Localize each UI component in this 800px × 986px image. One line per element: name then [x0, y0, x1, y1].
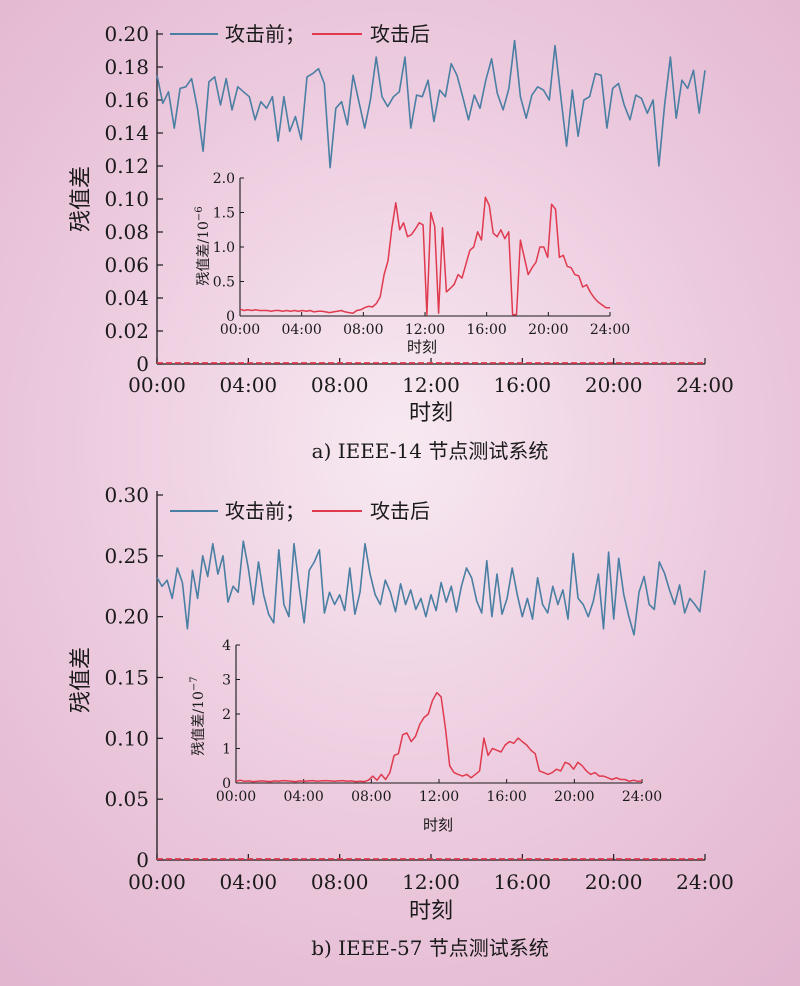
x-tick-label: 04:00 [220, 870, 278, 894]
inset-x-tick-label: 08:00 [351, 789, 391, 805]
inset-x-tick-label: 12:00 [405, 322, 445, 338]
legend-label-before: 攻击前； [225, 499, 305, 523]
inset-x-axis-label: 时刻 [407, 338, 437, 356]
inset-y-tick-label: 0 [222, 776, 231, 792]
legend: 攻击前； 攻击后 [170, 22, 430, 46]
x-tick-label: 08:00 [311, 373, 369, 397]
x-tick-label: 08:00 [311, 870, 369, 894]
inset-y-axis-label-exponent: −7 [189, 676, 200, 691]
chart-caption: a) IEEE-14 节点测试系统 [312, 439, 549, 463]
y-tick-label: 0.12 [104, 154, 149, 178]
y-tick-label: 0.16 [104, 88, 149, 112]
x-tick-label: 00:00 [128, 373, 186, 397]
y-tick-label: 0.06 [104, 253, 149, 277]
x-tick-label: 00:00 [128, 870, 186, 894]
y-tick-label: 0.18 [104, 55, 149, 79]
inset-chart: 0 0.5 1.0 1.5 2.0 00:00 04:00 08:00 12:00 16:00 20… [194, 171, 630, 356]
y-tick-label: 0 [136, 352, 149, 376]
y-tick-label: 0.08 [104, 220, 149, 244]
inset-x-tick-label: 16:00 [486, 789, 526, 805]
inset-y-tick-label: 1.0 [213, 240, 235, 256]
inset-chart: 0 1 2 3 4 00:00 04:00 08:00 12:00 16:00 20:00 24:00… [189, 638, 662, 834]
legend-label-before: 攻击前； [225, 22, 305, 46]
inset-x-tick-label: 00:00 [216, 789, 256, 805]
chart-ieee57: 0 0.05 0.10 0.15 0.20 0.25 0.30 00:00 04:00 08:00… [69, 483, 734, 960]
y-tick-label: 0.20 [104, 22, 149, 46]
y-tick-label: 0.30 [104, 483, 149, 507]
x-axis-label: 时刻 [409, 899, 453, 924]
inset-x-tick-label: 24:00 [622, 789, 662, 805]
series-before-attack-line [156, 540, 706, 636]
inset-y-tick-label: 0 [226, 309, 235, 325]
y-tick-label: 0 [136, 848, 149, 872]
x-tick-label: 12:00 [402, 870, 460, 894]
inset-x-tick-label: 12:00 [419, 789, 459, 805]
inset-y-axis-label-exponent: −6 [194, 206, 205, 221]
x-tick-label: 16:00 [494, 373, 552, 397]
legend-label-after: 攻击后 [370, 499, 430, 523]
inset-y-tick-label: 2.0 [213, 171, 235, 187]
x-tick-label: 16:00 [494, 870, 552, 894]
x-tick-label: 04:00 [220, 373, 278, 397]
inset-x-tick-label: 04:00 [281, 322, 321, 338]
inset-y-tick-label: 4 [222, 638, 231, 654]
y-tick-label: 0.25 [104, 544, 149, 568]
y-tick-label: 0.05 [104, 787, 149, 811]
legend: 攻击前； 攻击后 [170, 499, 430, 523]
x-tick-label: 24:00 [676, 870, 734, 894]
chart-ieee14: 0 0.02 0.04 0.06 0.08 0.10 0.12 0.14 0.16 0.18 0.2… [69, 22, 734, 463]
inset-y-tick-label: 1 [222, 742, 231, 758]
y-axis-label: 残值差 [69, 166, 94, 232]
inset-y-tick-label: 0.5 [213, 275, 235, 291]
chart-caption: b) IEEE-57 节点测试系统 [311, 936, 549, 960]
legend-label-after: 攻击后 [370, 22, 430, 46]
y-tick-label: 0.10 [104, 726, 149, 750]
x-axis-label: 时刻 [409, 401, 453, 426]
inset-y-tick-label: 3 [222, 673, 231, 689]
y-tick-label: 0.04 [104, 286, 149, 310]
inset-x-tick-label: 16:00 [466, 322, 506, 338]
inset-x-tick-label: 20:00 [554, 789, 594, 805]
y-tick-label: 0.20 [104, 605, 149, 629]
inset-x-tick-label: 04:00 [283, 789, 323, 805]
inset-y-axis-label: 残值差/10−7 [189, 676, 207, 755]
inset-y-tick-label: 2 [222, 707, 231, 723]
inset-y-tick-label: 1.5 [213, 206, 235, 222]
inset-y-axis-label-text: 残值差/10 [196, 221, 212, 286]
x-tick-label: 20:00 [585, 870, 643, 894]
y-tick-label: 0.14 [104, 121, 149, 145]
x-tick-label: 12:00 [402, 373, 460, 397]
inset-x-axis-label: 时刻 [423, 816, 453, 834]
x-tick-label: 24:00 [676, 373, 734, 397]
series-before-attack-line [156, 39, 706, 169]
inset-series-after-attack-line [239, 196, 610, 316]
inset-x-tick-label: 08:00 [343, 322, 383, 338]
x-tick-label: 20:00 [585, 373, 643, 397]
inset-y-axis-label-text: 残值差/10 [191, 691, 207, 756]
y-tick-label: 0.10 [104, 187, 149, 211]
inset-y-axis-label: 残值差/10−6 [194, 206, 212, 285]
y-axis-label: 残值差 [69, 647, 94, 713]
inset-x-tick-label: 00:00 [220, 322, 260, 338]
y-tick-label: 0.02 [104, 319, 149, 343]
inset-series-after-attack-line [235, 691, 642, 783]
inset-x-tick-label: 20:00 [528, 322, 568, 338]
y-tick-label: 0.15 [104, 666, 149, 690]
inset-x-tick-label: 24:00 [590, 322, 630, 338]
